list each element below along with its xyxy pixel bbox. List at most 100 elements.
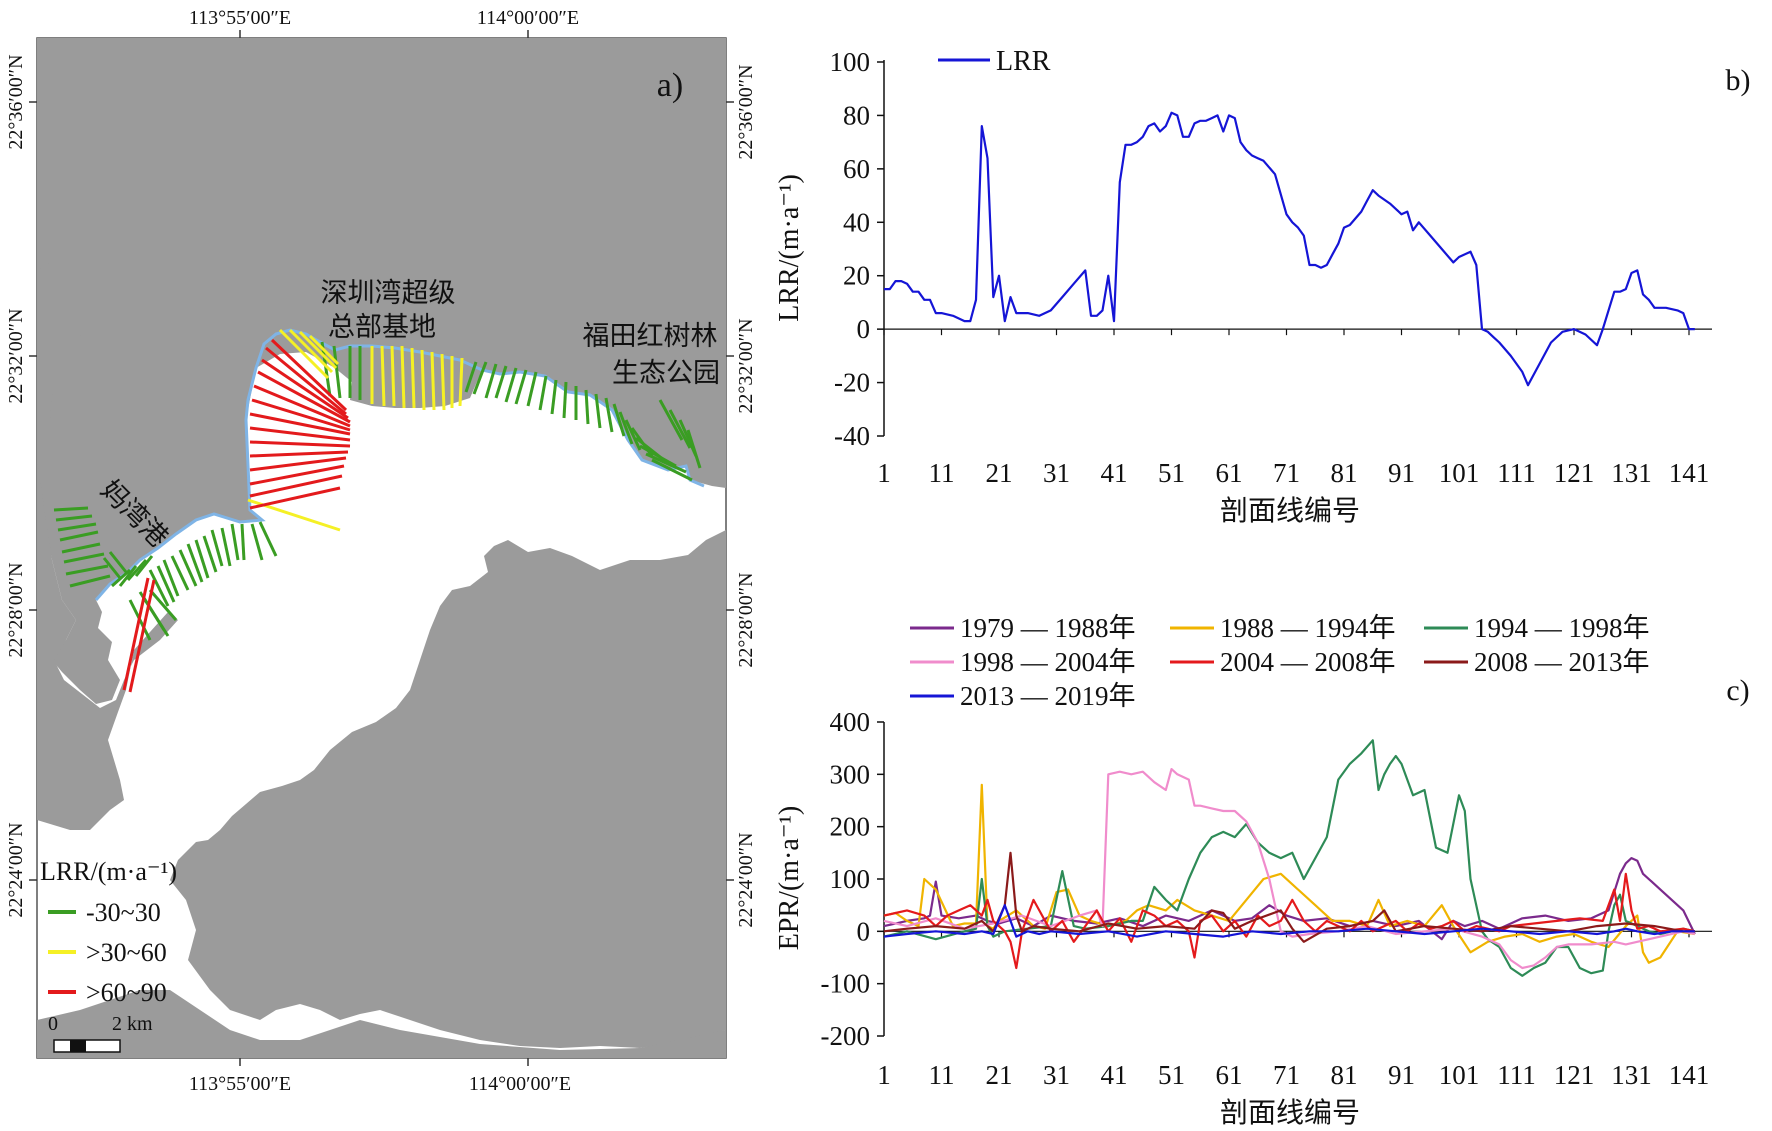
panel-c-series — [883, 739, 1696, 977]
y-tick-label: -200 — [821, 1021, 871, 1051]
series-line-c-4 — [883, 872, 1696, 970]
x-tick-label: 101 — [1439, 458, 1480, 488]
x-tick-label: 121 — [1554, 1060, 1595, 1090]
x-tick-label: 111 — [1497, 458, 1536, 488]
lat-right-2: 22°28′00″N — [735, 572, 757, 667]
x-tick-label: 41 — [1101, 458, 1128, 488]
x-tick-label: 81 — [1331, 1060, 1358, 1090]
panel-c-legend: 1979 — 1988年 1988 — 1994年 1994 — 1998年 1998… — [910, 613, 1650, 711]
y-tick-label: -20 — [834, 368, 870, 398]
panel-a-label: a) — [657, 67, 683, 104]
legend-label-4: 2004 — 2008年 — [1220, 647, 1396, 677]
transects-green — [53, 341, 702, 641]
series-line-c-3 — [883, 767, 1696, 970]
x-tick-label: 101 — [1439, 1060, 1480, 1090]
lon-bottom-1: 114°00′00″E — [469, 1073, 571, 1095]
transects-yellow — [247, 328, 464, 532]
lon-top-1: 114°00′00″E — [477, 7, 579, 29]
panel-b-x-ticks: 1 11 21 31 41 51 61 71 81 91 101 111 121 131 141 — [877, 329, 1709, 488]
y-tick-label: 0 — [857, 916, 871, 946]
lat-left-2: 22°28′00″N — [5, 562, 27, 657]
series-line-c-1 — [883, 783, 1695, 964]
x-tick-label: 71 — [1273, 458, 1300, 488]
legend-label-1: 1988 — 1994年 — [1220, 613, 1396, 643]
lat-right-0: 22°36′00″N — [735, 64, 757, 159]
x-tick-label: 1 — [877, 1060, 891, 1090]
label-park-line2: 生态公园 — [612, 358, 720, 389]
land-west-upper — [37, 262, 104, 440]
x-tick-label: 141 — [1669, 1060, 1710, 1090]
legend-label-2: 1994 — 1998年 — [1474, 613, 1650, 643]
legend-label-red: >60~90 — [86, 978, 167, 1007]
panel-b-ylabel: LRR/(m·a⁻¹) — [774, 174, 805, 322]
label-hq-line2: 总部基地 — [328, 312, 436, 343]
panel-b-legend: LRR — [938, 46, 1051, 77]
panel-c-ylabel: EPR/(m·a⁻¹) — [774, 806, 805, 950]
series-line-c-2 — [883, 739, 1696, 977]
y-tick-label: 100 — [830, 864, 871, 894]
x-tick-label: 11 — [929, 1060, 955, 1090]
legend-label-green: -30~30 — [86, 898, 161, 927]
x-tick-label: 71 — [1273, 1060, 1300, 1090]
legend-label-0: 1979 — 1988年 — [960, 613, 1136, 643]
y-tick-label: -40 — [834, 421, 870, 451]
x-tick-label: 141 — [1669, 458, 1710, 488]
legend-label-3: 1998 — 2004年 — [960, 647, 1136, 677]
legend-label-6: 2013 — 2019年 — [960, 681, 1136, 711]
x-tick-label: 51 — [1158, 458, 1185, 488]
y-tick-label: -100 — [821, 969, 871, 999]
x-tick-label: 11 — [929, 458, 955, 488]
x-tick-label: 91 — [1388, 1060, 1415, 1090]
y-tick-label: 400 — [830, 707, 871, 737]
x-tick-label: 81 — [1331, 458, 1358, 488]
panel-c-x-ticks: 1 11 21 31 41 51 61 71 81 91 101 111 121 131 141 — [877, 931, 1709, 1090]
series-line-c-6 — [883, 904, 1695, 938]
x-tick-label: 41 — [1101, 1060, 1128, 1090]
x-tick-label: 131 — [1611, 1060, 1652, 1090]
scale-zero: 0 — [48, 1013, 58, 1035]
land-west — [37, 460, 178, 830]
panel-c-y-ticks: -200 -100 0 100 200 300 400 — [821, 707, 884, 1051]
y-tick-label: 100 — [830, 47, 871, 77]
panel-c-xlabel: 剖面线编号 — [1220, 1096, 1360, 1129]
land-south — [170, 530, 726, 1048]
lon-top-0: 113°55′00″E — [189, 7, 291, 29]
scale-bar: 0 2 km — [48, 1013, 153, 1053]
lat-left-0: 22°36′00″N — [5, 54, 27, 149]
y-tick-label: 60 — [843, 154, 870, 184]
panel-c-label: c) — [1726, 674, 1749, 707]
label-hq-line1: 深圳湾超级 — [321, 278, 456, 309]
legend-title: LRR/(m·a⁻¹) — [40, 857, 177, 886]
x-tick-label: 31 — [1043, 1060, 1070, 1090]
lat-left-3: 22°24′00″N — [5, 822, 27, 917]
land-south-bottom — [37, 990, 726, 1058]
x-tick-label: 1 — [877, 458, 891, 488]
lon-bottom-0: 113°55′00″E — [189, 1073, 291, 1095]
legend-label-lrr: LRR — [996, 46, 1051, 77]
lat-right-3: 22°24′00″N — [735, 832, 757, 927]
x-tick-label: 21 — [986, 1060, 1013, 1090]
label-park-line1: 福田红树林 — [583, 321, 718, 352]
legend-label-5: 2008 — 2013年 — [1474, 647, 1650, 677]
y-tick-label: 200 — [830, 812, 871, 842]
graticule-ticks — [29, 30, 734, 1066]
x-tick-label: 121 — [1554, 458, 1595, 488]
legend-label-yellow: >30~60 — [86, 938, 167, 967]
y-tick-label: 20 — [843, 261, 870, 291]
y-tick-label: 40 — [843, 207, 870, 237]
x-tick-label: 91 — [1388, 458, 1415, 488]
transects-red — [122, 338, 351, 693]
panel-b-y-ticks: -40 -20 0 20 40 60 80 100 — [830, 47, 884, 451]
y-tick-label: 80 — [843, 100, 870, 130]
x-tick-label: 31 — [1043, 458, 1070, 488]
panel-b-label: b) — [1726, 64, 1751, 97]
x-tick-label: 61 — [1216, 458, 1243, 488]
y-tick-label: 300 — [830, 759, 871, 789]
panel-b-xlabel: 剖面线编号 — [1220, 494, 1360, 527]
x-tick-label: 61 — [1216, 1060, 1243, 1090]
x-tick-label: 21 — [986, 458, 1013, 488]
lat-left-1: 22°32′00″N — [5, 308, 27, 403]
